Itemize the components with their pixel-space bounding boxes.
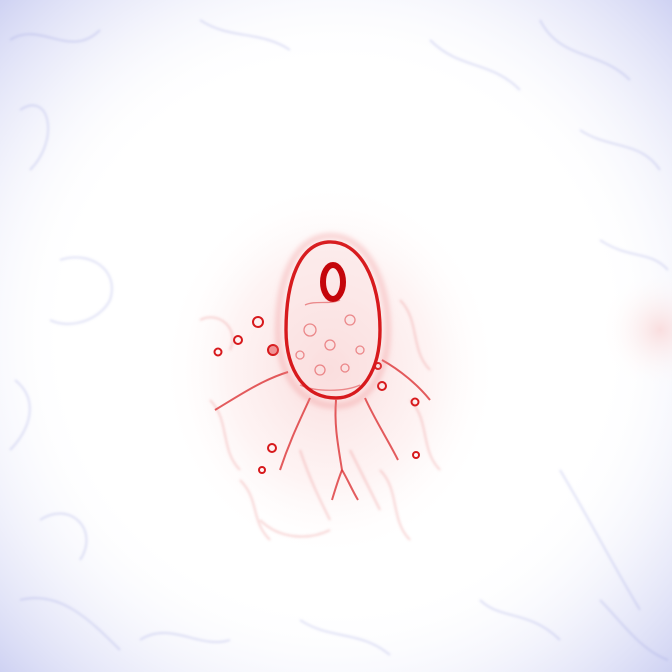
subject-body-outline xyxy=(284,240,382,400)
right-edge-glow xyxy=(600,270,672,390)
subject-spots xyxy=(213,316,420,474)
subject-body-interior xyxy=(295,299,365,391)
background-texture xyxy=(9,19,669,661)
subject-halo xyxy=(275,233,391,409)
subject-glow xyxy=(160,180,500,560)
subject-nucleus xyxy=(320,262,346,302)
